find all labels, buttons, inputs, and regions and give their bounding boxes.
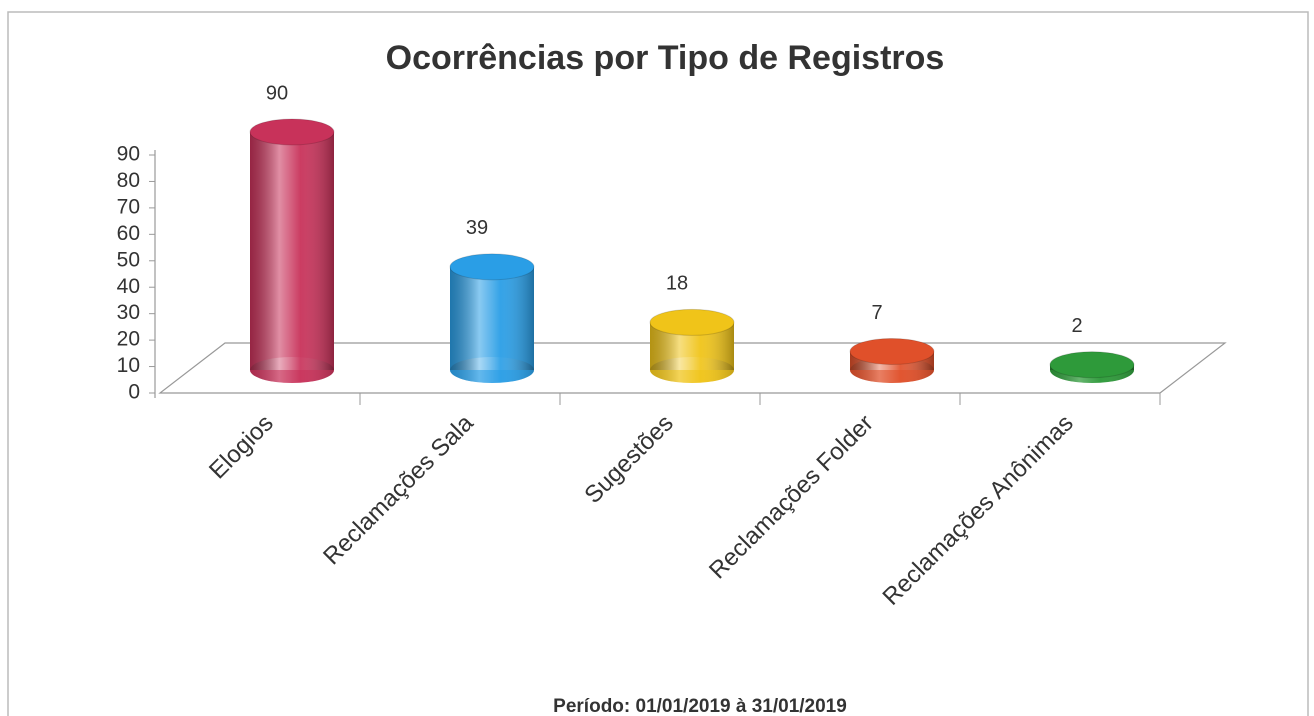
- bar-shade: [450, 266, 534, 370]
- bar-base-shade: [650, 357, 734, 383]
- y-tick-label: 10: [117, 354, 140, 377]
- y-tick-label: 90: [117, 143, 140, 166]
- x-tick-label: Reclamações Folder: [704, 410, 879, 585]
- value-label: 18: [666, 273, 688, 295]
- y-tick-label: 70: [117, 195, 140, 218]
- bar-base-shade: [450, 357, 534, 383]
- value-label: 2: [1071, 315, 1082, 337]
- bar-base-shade: [250, 357, 334, 383]
- bar-top: [649, 308, 735, 336]
- value-label: 7: [871, 302, 882, 324]
- frame: [7, 11, 1309, 716]
- y-tick-label: 80: [117, 169, 140, 192]
- y-tick-label: 20: [117, 328, 140, 351]
- y-tick-label: 60: [117, 222, 140, 245]
- value-label: 39: [466, 217, 488, 239]
- chart-title: Ocorrências por Tipo de Registros: [386, 39, 945, 77]
- y-tick-label: 0: [128, 381, 140, 404]
- y-tick-label: 50: [117, 248, 140, 271]
- y-tick-label: 30: [117, 301, 140, 324]
- x-tick-label: Reclamações Sala: [318, 409, 479, 570]
- bar-base-shade: [850, 357, 934, 383]
- x-tick-label: Sugestões: [579, 410, 678, 509]
- value-label: 90: [266, 82, 288, 104]
- x-tick-label: Reclamações Anônimas: [878, 410, 1079, 611]
- y-tick-label: 40: [117, 275, 140, 298]
- bar-top: [249, 118, 335, 146]
- bar-top: [449, 253, 535, 281]
- floor: [158, 342, 1227, 394]
- x-tick-label: Elogios: [204, 410, 279, 485]
- chart-subtitle: Período: 01/01/2019 à 31/01/2019: [553, 696, 847, 716]
- bar-top: [849, 337, 935, 365]
- bar-shade: [250, 132, 334, 370]
- bar-top: [1049, 351, 1135, 379]
